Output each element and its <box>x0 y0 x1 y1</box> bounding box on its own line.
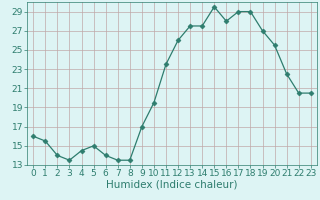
X-axis label: Humidex (Indice chaleur): Humidex (Indice chaleur) <box>106 180 238 190</box>
